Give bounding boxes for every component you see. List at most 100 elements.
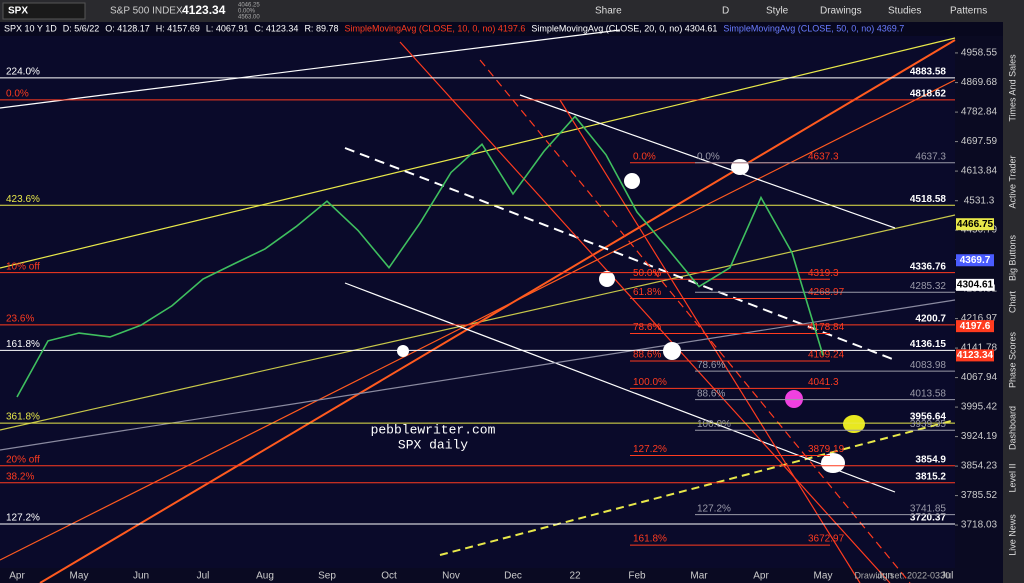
trend-line <box>519 94 896 229</box>
fib-label: 88.6% <box>697 388 725 399</box>
level-value: 3815.2 <box>915 471 946 482</box>
side-tab[interactable]: Big Buttons <box>1007 234 1017 281</box>
level-value: 4136.15 <box>910 339 947 350</box>
x-tick-label: Jul <box>941 571 954 582</box>
side-tab[interactable]: Phase Scores <box>1007 331 1017 388</box>
price-axis <box>955 36 1003 583</box>
symbol: SPX <box>8 6 28 17</box>
level-label: 224.0% <box>6 67 40 78</box>
x-tick-label: Apr <box>9 571 25 582</box>
fib-value: 4041.3 <box>808 377 839 388</box>
level-value: 3956.64 <box>910 412 947 423</box>
trend-line <box>0 79 956 561</box>
y-tick-label: 3995.42 <box>961 402 998 413</box>
side-tab[interactable]: Active Trader <box>1007 155 1017 208</box>
level-label: 423.6% <box>6 194 40 205</box>
header-item: SPX 10 Y 1D <box>4 23 57 33</box>
fib-label: 100.0% <box>697 419 731 430</box>
price-box <box>956 349 994 362</box>
fib-value: 3939.35 <box>910 419 947 430</box>
y-tick-label: 4869.68 <box>961 77 998 88</box>
fib-label: 78.6% <box>697 360 725 371</box>
x-tick-label: Mar <box>690 571 708 582</box>
fib-label: 100.0% <box>633 377 667 388</box>
x-tick-label: Jun <box>133 571 149 582</box>
x-tick-label: Nov <box>442 571 460 582</box>
side-tab[interactable]: Chart <box>1007 291 1017 314</box>
level-label: 38.2% <box>6 471 34 482</box>
marker <box>843 415 865 433</box>
y-tick-label: 3854.23 <box>961 461 998 472</box>
price-box-label: 4466.75 <box>957 219 994 230</box>
marker <box>731 159 749 175</box>
x-tick-label: Aug <box>256 571 274 582</box>
price-line <box>16 115 824 398</box>
y-tick-label: 4067.94 <box>961 372 998 383</box>
x-tick-label: Feb <box>628 571 646 582</box>
side-tab[interactable]: Live News <box>1007 514 1017 556</box>
fib-value: 4013.58 <box>910 388 947 399</box>
footer: Drawing set: 2022-0330 <box>854 570 950 580</box>
level-label: 127.2% <box>6 513 40 524</box>
toolbar-button[interactable]: Share <box>595 6 622 17</box>
fib-label: 127.2% <box>697 503 731 514</box>
x-tick-label: 22 <box>569 571 581 582</box>
symbol-box[interactable] <box>2 2 86 20</box>
side-tab[interactable]: Level II <box>1007 463 1017 492</box>
trend-line <box>559 99 861 583</box>
x-tick-label: Jun <box>877 571 893 582</box>
trend-line <box>0 29 621 109</box>
price-box-label: 4304.61 <box>957 279 994 290</box>
x-tick-label: Apr <box>753 571 769 582</box>
y-tick-label: 4531.3 <box>964 195 995 206</box>
toolbar-button[interactable]: Patterns <box>950 6 987 17</box>
toolbar-button[interactable]: Style <box>766 6 789 17</box>
header-item: D: 5/6/22 <box>63 23 100 33</box>
fib-value: 4178.84 <box>808 322 845 333</box>
price-box <box>956 218 994 231</box>
y-tick-label: 4450.79 <box>961 225 998 236</box>
marker <box>821 453 845 473</box>
fib-label: 161.8% <box>633 534 667 545</box>
y-tick-label: 4958.55 <box>961 48 998 59</box>
y-tick-label: 3924.19 <box>961 431 998 442</box>
toolbar-button[interactable]: D <box>722 6 729 17</box>
toolbar-button[interactable]: Studies <box>888 6 921 17</box>
fib-value: 3741.85 <box>910 503 947 514</box>
price-box <box>956 254 994 267</box>
header-item: O: 4128.17 <box>105 23 150 33</box>
quote-detail: 0.00% <box>238 9 256 15</box>
fib-label: 0.0% <box>633 151 656 162</box>
markers <box>397 159 865 473</box>
watermark: SPX daily <box>398 437 468 452</box>
toolbar-button[interactable]: Drawings <box>820 6 862 17</box>
side-tab[interactable]: Dashboard <box>1007 406 1017 450</box>
level-label: 161.8% <box>6 339 40 350</box>
level-value: 3854.9 <box>915 454 946 465</box>
level-label: 0.0% <box>6 89 29 100</box>
fib-value: 4319.3 <box>808 268 839 279</box>
marker <box>624 173 640 189</box>
level-value: 4200.7 <box>915 314 946 325</box>
header-item: R: 89.78 <box>304 23 338 33</box>
level-label: 20% off <box>6 454 40 465</box>
header-item: SimpleMovingAvg (CLOSE, 20, 0, no) 4304.… <box>531 23 717 33</box>
fib-value: 3879.19 <box>808 444 845 455</box>
trend-line <box>439 419 956 556</box>
side-tab[interactable]: Times And Sales <box>1007 54 1017 122</box>
fib-label: 127.2% <box>633 444 667 455</box>
header-item: C: 4123.34 <box>254 23 298 33</box>
level-label: 23.6% <box>6 314 34 325</box>
trend-line <box>479 59 911 583</box>
last-price: 4123.34 <box>182 3 226 17</box>
fib-label: 78.6% <box>633 322 661 333</box>
symbol-name: S&P 500 INDEX <box>110 6 183 17</box>
trend-line <box>344 147 896 361</box>
fib-value: 3672.97 <box>808 534 845 545</box>
fib-label: 50.0% <box>633 268 661 279</box>
time-axis <box>0 568 955 583</box>
level-value: 4336.76 <box>910 261 947 272</box>
